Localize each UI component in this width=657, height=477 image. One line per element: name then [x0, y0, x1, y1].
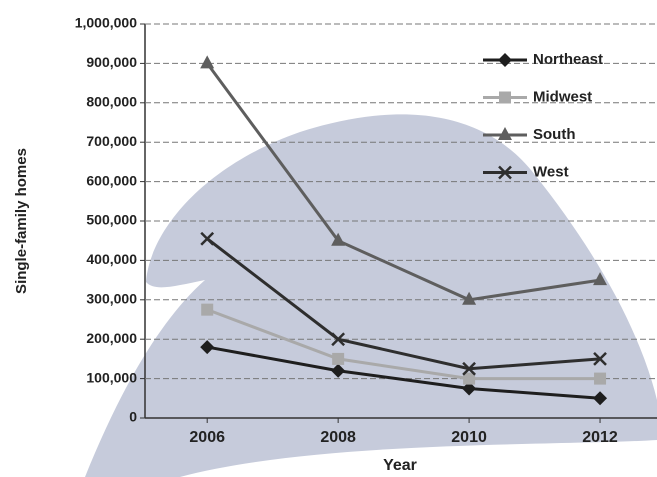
marker: [498, 53, 512, 67]
marker: [331, 363, 346, 378]
legend-label: Northeast: [533, 51, 603, 68]
x-axis-label: Year: [383, 457, 417, 474]
legend-label: South: [533, 126, 576, 143]
marker: [462, 361, 476, 376]
marker: [332, 352, 345, 365]
marker: [498, 165, 512, 180]
y-tick-label: 800,000: [86, 94, 137, 110]
marker: [593, 272, 608, 286]
x-tick-label: 2008: [320, 429, 356, 446]
marker: [498, 127, 512, 140]
y-axis-label: Single-family homes: [13, 148, 30, 294]
marker: [594, 372, 607, 385]
legend-label: Midwest: [533, 88, 592, 105]
marker: [462, 381, 477, 396]
x-tick-label: 2006: [189, 429, 225, 446]
series-line: [206, 237, 601, 371]
y-tick-label: 900,000: [86, 54, 137, 70]
series-line: [206, 345, 601, 400]
y-tick-label: 700,000: [86, 133, 137, 149]
marker: [200, 231, 215, 246]
marker: [499, 91, 511, 104]
background-shape: [85, 114, 657, 477]
marker: [201, 303, 214, 316]
y-tick-label: 300,000: [86, 291, 137, 307]
x-tick-label: 2012: [582, 429, 618, 446]
marker: [593, 352, 607, 366]
marker: [331, 332, 346, 347]
y-tick-label: 500,000: [86, 212, 137, 228]
y-tick-label: 600,000: [86, 172, 137, 188]
marker: [463, 372, 476, 385]
marker: [462, 291, 477, 305]
y-tick-label: 100,000: [86, 369, 137, 385]
y-tick-label: 400,000: [86, 251, 137, 267]
y-tick-label: 200,000: [86, 330, 137, 346]
legend-label: West: [533, 163, 569, 180]
marker: [200, 55, 215, 69]
marker: [200, 340, 215, 355]
marker: [593, 391, 608, 406]
y-tick-label: 1,000,000: [75, 15, 137, 31]
y-tick-label: 0: [129, 409, 137, 425]
marker: [331, 232, 346, 246]
series-line: [206, 308, 601, 381]
series-line: [205, 62, 601, 302]
x-tick-label: 2010: [451, 429, 487, 446]
